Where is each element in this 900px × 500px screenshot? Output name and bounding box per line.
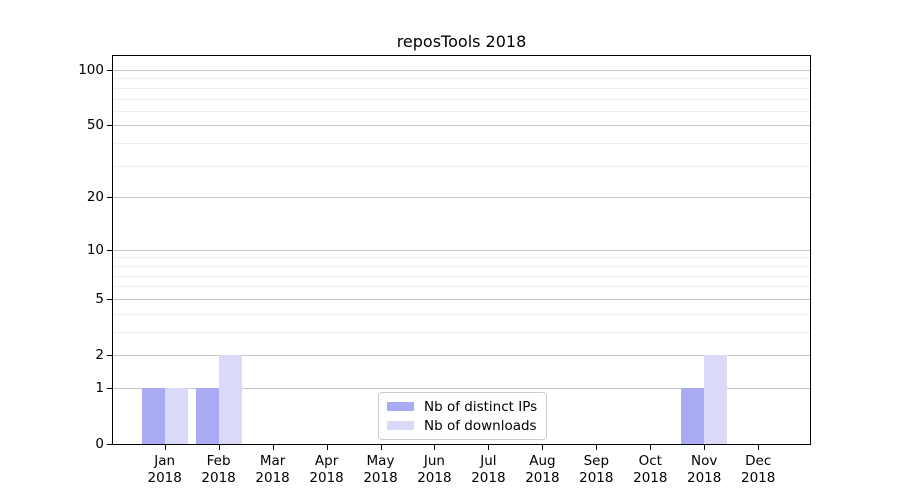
major-gridline-y50 <box>113 125 810 127</box>
x-tick-mark-11 <box>704 445 706 450</box>
legend-label-distinct-ips: Nb of distinct IPs <box>424 398 538 415</box>
bar-feb-downloads <box>218 355 242 444</box>
bar-feb-distinct-ips <box>195 387 219 444</box>
x-tick-mark-7 <box>488 445 490 450</box>
chart-title: reposTools 2018 <box>396 32 527 51</box>
y-tick-label-100: 100 <box>78 62 104 78</box>
x-tick-label-2: Feb 2018 <box>201 453 236 486</box>
minor-gridline-y8 <box>113 265 810 267</box>
legend-label-downloads: Nb of downloads <box>424 417 537 434</box>
y-tick-mark-0 <box>107 444 112 445</box>
x-tick-mark-9 <box>596 445 598 450</box>
legend-item-downloads: Nb of downloads <box>387 416 537 435</box>
y-tick-mark-20 <box>107 197 112 199</box>
x-tick-mark-1 <box>164 445 166 450</box>
y-tick-label-50: 50 <box>86 117 104 134</box>
legend-item-distinct-ips: Nb of distinct IPs <box>387 397 537 416</box>
x-tick-label-10: Oct 2018 <box>633 453 668 486</box>
major-gridline-y100 <box>113 70 810 71</box>
x-tick-label-5: May 2018 <box>363 453 398 486</box>
minor-gridline-y80 <box>113 87 810 89</box>
bar-nov-distinct-ips <box>681 387 705 444</box>
major-gridline-y10 <box>113 249 810 251</box>
x-tick-mark-4 <box>326 445 328 450</box>
x-tick-label-3: Mar 2018 <box>255 453 290 486</box>
y-tick-mark-2 <box>107 355 112 356</box>
minor-gridline-y40 <box>113 143 810 144</box>
legend: Nb of distinct IPs Nb of downloads <box>378 392 548 440</box>
y-tick-mark-10 <box>107 249 112 251</box>
y-tick-mark-1 <box>107 387 112 389</box>
x-tick-mark-2 <box>218 445 220 450</box>
y-tick-mark-5 <box>107 298 112 300</box>
major-gridline-y2 <box>113 355 810 356</box>
x-tick-label-11: Nov 2018 <box>687 453 722 486</box>
y-tick-mark-50 <box>107 125 112 127</box>
major-gridline-y5 <box>113 298 810 300</box>
y-tick-label-2: 2 <box>95 347 104 363</box>
minor-gridline-y4 <box>113 313 810 315</box>
y-tick-label-10: 10 <box>86 241 104 258</box>
x-tick-mark-12 <box>758 445 760 450</box>
minor-gridline-y9 <box>113 257 810 259</box>
minor-gridline-y60 <box>113 110 810 112</box>
x-tick-mark-10 <box>650 445 652 450</box>
x-tick-mark-3 <box>272 445 274 450</box>
y-tick-mark-100 <box>107 70 112 71</box>
legend-swatch-downloads <box>387 421 414 430</box>
x-tick-mark-8 <box>542 445 544 450</box>
x-tick-label-6: Jun 2018 <box>417 453 452 486</box>
x-tick-label-1: Jan 2018 <box>147 453 182 486</box>
y-tick-label-5: 5 <box>95 290 104 307</box>
minor-gridline-y30 <box>113 165 810 167</box>
minor-gridline-y3 <box>113 331 810 333</box>
y-tick-label-1: 1 <box>95 379 104 396</box>
x-tick-mark-6 <box>434 445 436 450</box>
minor-gridline-y70 <box>113 98 810 100</box>
y-tick-label-20: 20 <box>86 189 104 206</box>
bar-jan-distinct-ips <box>141 387 165 444</box>
x-tick-label-4: Apr 2018 <box>309 453 344 486</box>
y-tick-label-0: 0 <box>95 436 104 452</box>
major-gridline-y20 <box>113 197 810 199</box>
minor-gridline-y6 <box>113 286 810 288</box>
legend-swatch-distinct-ips <box>387 402 414 411</box>
bar-jan-downloads <box>164 387 188 444</box>
x-tick-label-7: Jul 2018 <box>471 453 506 486</box>
x-tick-label-9: Sep 2018 <box>579 453 614 486</box>
plot-area: Nb of distinct IPs Nb of downloads <box>112 55 811 445</box>
x-tick-label-8: Aug 2018 <box>525 453 560 486</box>
x-tick-mark-5 <box>380 445 382 450</box>
major-gridline-y1 <box>113 387 810 389</box>
minor-gridline-y7 <box>113 275 810 277</box>
bar-nov-downloads <box>704 355 728 444</box>
minor-gridline-y90 <box>113 78 810 80</box>
x-tick-label-12: Dec 2018 <box>741 453 776 486</box>
